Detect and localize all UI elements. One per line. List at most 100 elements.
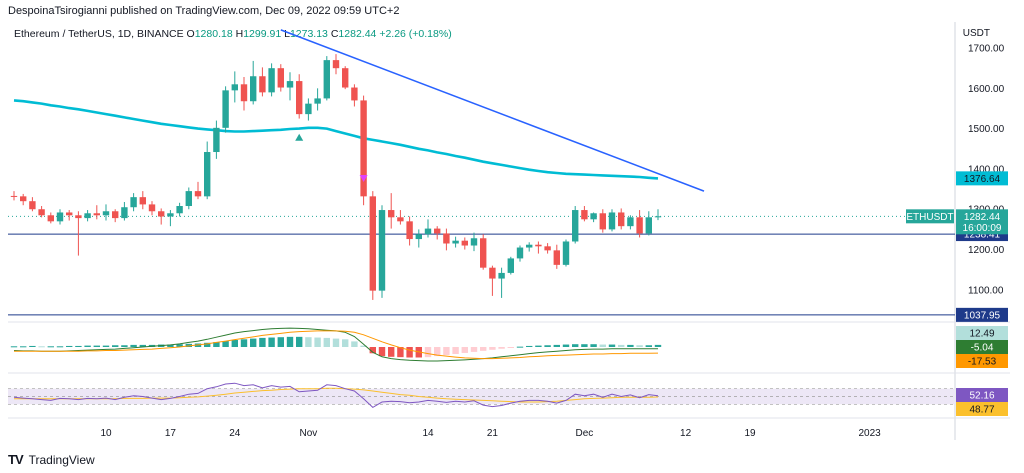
candle-body [608, 212, 616, 230]
candle-body [213, 127, 220, 153]
macd-histogram-bar [608, 344, 616, 347]
candle-body [581, 210, 588, 220]
macd-histogram-bar [204, 342, 211, 347]
candle-body [461, 240, 468, 246]
last-price-tag-label: 1282.44 [964, 212, 1001, 223]
high-label: H [235, 28, 244, 40]
macd-histogram-bar [75, 345, 82, 347]
macd-histogram-bar [424, 347, 432, 358]
countdown-tag-label: 16:00:09 [963, 223, 1002, 234]
time-tick-label: Dec [576, 428, 594, 439]
macd-histogram-bar [314, 337, 321, 347]
symbol-name-tag-label: ETHUSDT [906, 212, 953, 223]
tradingview-footer[interactable]: TV TradingView [8, 452, 95, 467]
candle-body [572, 210, 579, 242]
last-price-tag [956, 209, 1008, 235]
candle-body [590, 213, 597, 220]
macd-histogram-tag-label: 12.49 [969, 329, 994, 340]
candle-body [296, 81, 303, 115]
symbol-name[interactable]: Ethereum / TetherUS, 1D, BINANCE [14, 28, 184, 40]
candle-body [470, 238, 478, 246]
macd-line-tag-label: -5.04 [971, 343, 994, 354]
price-tick-label: 1700.00 [968, 44, 1005, 55]
candle-body [231, 84, 238, 91]
macd-histogram-bar [213, 342, 220, 347]
macd-histogram-bar [29, 345, 36, 347]
symbol-name-tag [906, 209, 954, 224]
macd-histogram-bar [47, 346, 54, 348]
macd-signal-line [14, 330, 659, 360]
macd-histogram-bar [599, 344, 606, 347]
candle-body [618, 212, 625, 227]
candle-body [498, 272, 505, 279]
publisher-caption: DespoinaTsirogianni published on Trading… [8, 5, 400, 17]
macd-histogram-bar [268, 337, 275, 347]
price-tick-label: 1200.00 [968, 245, 1005, 256]
macd-histogram-bar [516, 346, 524, 348]
candle-body [424, 228, 432, 235]
macd-histogram-bar [305, 337, 312, 347]
candle-body [323, 60, 330, 99]
candle-body [654, 216, 662, 218]
candle-body [342, 68, 349, 88]
macd-histogram-bar [461, 347, 468, 353]
candle-body [443, 233, 450, 244]
time-tick-label: 14 [422, 428, 434, 439]
candle-body [351, 87, 358, 101]
macd-histogram-bar [443, 347, 450, 356]
time-tick-label: 17 [165, 428, 177, 439]
candle-body [56, 212, 64, 222]
macd-histogram-bar [553, 344, 560, 347]
time-tick-label: 24 [229, 428, 241, 439]
macd-histogram-bar [470, 347, 478, 352]
macd-signal-tag [956, 354, 1008, 368]
macd-histogram-bar [507, 347, 514, 348]
candle-body [84, 213, 91, 219]
candle-body [434, 228, 441, 234]
candle-body [516, 247, 524, 259]
macd-histogram-bar [259, 337, 266, 347]
rsi-tag [956, 388, 1008, 402]
rsi-ma-tag-label: 48.77 [969, 405, 994, 416]
candle-body [47, 215, 54, 222]
macd-histogram-bar [544, 345, 551, 347]
candle-body [507, 258, 514, 273]
candle-body [139, 197, 146, 205]
macd-histogram-bar [10, 346, 18, 348]
macd-histogram-bar [452, 347, 459, 354]
price-tick-label: 1500.00 [968, 124, 1005, 135]
candle-body [397, 217, 404, 222]
candle-body [222, 90, 229, 128]
time-tick-label: 10 [100, 428, 112, 439]
candle-body [148, 204, 156, 212]
candle-body [378, 210, 386, 291]
candle-body [489, 267, 496, 279]
price-tick-label: 1600.00 [968, 84, 1005, 95]
macd-histogram-bar [535, 345, 542, 347]
low-label: L [284, 28, 290, 40]
macd-histogram-bar [627, 344, 634, 347]
candle-body [544, 246, 551, 251]
candle-body [332, 60, 340, 69]
high-value: 1299.91 [243, 28, 282, 40]
candle-body [277, 68, 284, 88]
candle-body [388, 210, 395, 218]
support-level-tag [956, 307, 1008, 322]
macd-histogram-bar [360, 345, 367, 347]
candle-body [10, 195, 18, 197]
macd-signal-tag-label: -17.53 [968, 357, 997, 368]
candle-body [66, 212, 73, 216]
macd-histogram-bar [590, 344, 597, 347]
macd-histogram-bar [618, 344, 625, 347]
ma-price-tag [956, 171, 1008, 186]
candle-body [369, 196, 376, 291]
candle-body [535, 244, 542, 247]
macd-histogram-bar [102, 345, 110, 347]
candle-body [38, 209, 45, 216]
macd-histogram-bar [130, 344, 137, 347]
candle-body [305, 103, 312, 115]
candle-body [93, 213, 100, 216]
tradingview-logo-icon: TV [8, 452, 24, 467]
macd-histogram-bar [654, 344, 662, 347]
